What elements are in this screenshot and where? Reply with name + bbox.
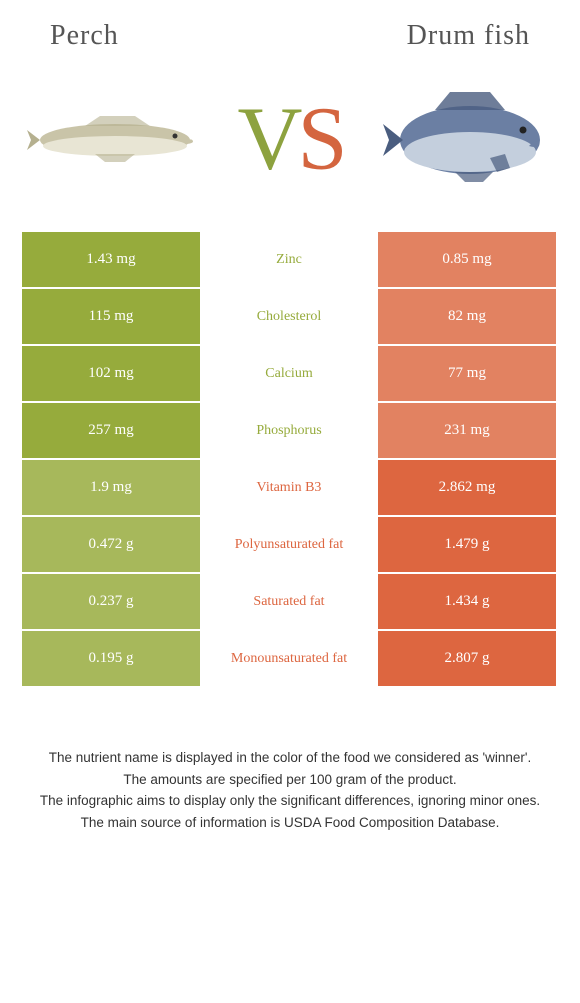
- right-value: 1.479 g: [378, 517, 556, 574]
- footer-line-4: The main source of information is USDA F…: [35, 813, 545, 833]
- right-value: 77 mg: [378, 346, 556, 403]
- right-value: 82 mg: [378, 289, 556, 346]
- left-value: 1.43 mg: [22, 232, 200, 289]
- vs-s: S: [297, 89, 342, 188]
- left-value: 102 mg: [22, 346, 200, 403]
- left-value: 1.9 mg: [22, 460, 200, 517]
- left-value: 0.472 g: [22, 517, 200, 574]
- right-value: 231 mg: [378, 403, 556, 460]
- footer-line-1: The nutrient name is displayed in the co…: [35, 748, 545, 768]
- nutrient-name: Polyunsaturated fat: [200, 517, 378, 574]
- right-value: 0.85 mg: [378, 232, 556, 289]
- header: Perch Drum fish: [0, 0, 580, 62]
- nutrient-name: Vitamin B3: [200, 460, 378, 517]
- nutrient-name: Phosphorus: [200, 403, 378, 460]
- footer-notes: The nutrient name is displayed in the co…: [0, 688, 580, 832]
- left-value: 0.237 g: [22, 574, 200, 631]
- vs-v: V: [237, 89, 297, 188]
- left-food-title: Perch: [50, 20, 119, 52]
- table-row: 0.472 gPolyunsaturated fat1.479 g: [22, 517, 558, 574]
- vs-label: VS: [237, 87, 342, 190]
- table-row: 115 mgCholesterol82 mg: [22, 289, 558, 346]
- perch-icon: [25, 102, 205, 172]
- drum-fish-icon: [375, 82, 555, 192]
- footer-line-2: The amounts are specified per 100 gram o…: [35, 770, 545, 790]
- right-value: 2.807 g: [378, 631, 556, 688]
- right-value: 2.862 mg: [378, 460, 556, 517]
- table-row: 1.9 mgVitamin B32.862 mg: [22, 460, 558, 517]
- right-food-image: [375, 82, 555, 192]
- nutrient-name: Calcium: [200, 346, 378, 403]
- table-row: 0.237 gSaturated fat1.434 g: [22, 574, 558, 631]
- nutrient-name: Monounsaturated fat: [200, 631, 378, 688]
- footer-line-3: The infographic aims to display only the…: [35, 791, 545, 811]
- right-food-title: Drum fish: [407, 20, 530, 52]
- table-row: 102 mgCalcium77 mg: [22, 346, 558, 403]
- nutrient-name: Cholesterol: [200, 289, 378, 346]
- table-row: 1.43 mgZinc0.85 mg: [22, 232, 558, 289]
- left-food-image: [25, 82, 205, 192]
- images-row: VS: [0, 62, 580, 232]
- nutrient-name: Zinc: [200, 232, 378, 289]
- left-value: 0.195 g: [22, 631, 200, 688]
- right-value: 1.434 g: [378, 574, 556, 631]
- left-value: 257 mg: [22, 403, 200, 460]
- left-value: 115 mg: [22, 289, 200, 346]
- nutrient-table: 1.43 mgZinc0.85 mg115 mgCholesterol82 mg…: [22, 232, 558, 688]
- nutrient-name: Saturated fat: [200, 574, 378, 631]
- table-row: 257 mgPhosphorus231 mg: [22, 403, 558, 460]
- table-row: 0.195 gMonounsaturated fat2.807 g: [22, 631, 558, 688]
